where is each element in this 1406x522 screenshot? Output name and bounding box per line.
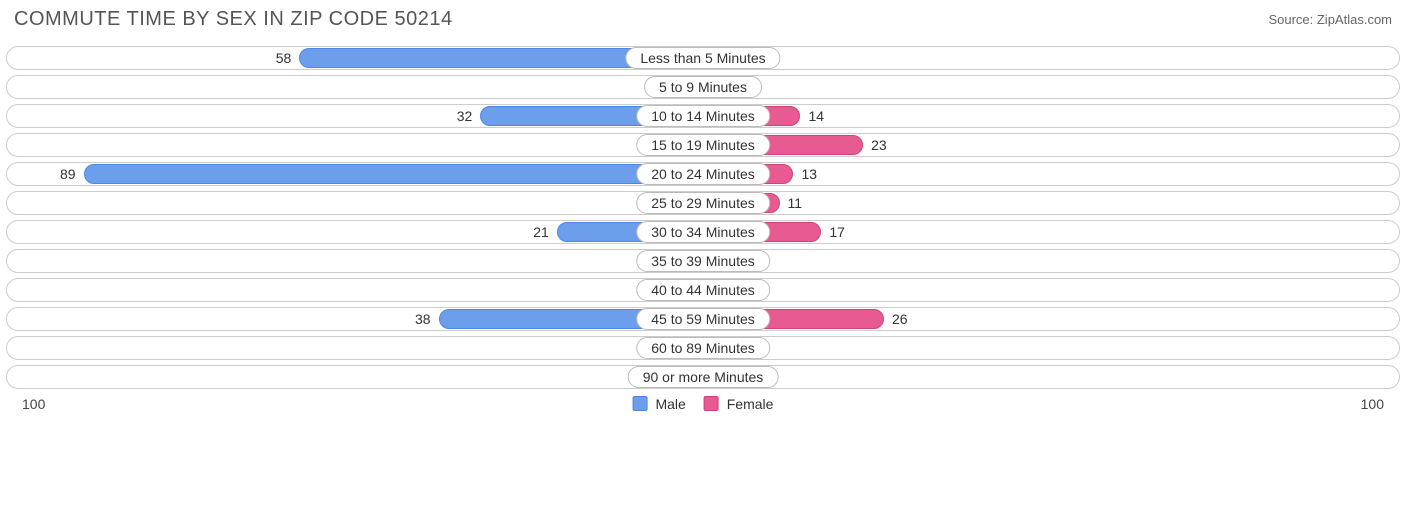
bar-row: 580Less than 5 Minutes — [6, 46, 1400, 70]
value-male: 89 — [24, 163, 84, 185]
legend-swatch-male — [633, 396, 648, 411]
category-label: Less than 5 Minutes — [625, 47, 780, 69]
category-label: 15 to 19 Minutes — [636, 134, 770, 156]
chart-footer: 100 Male Female 100 — [0, 394, 1406, 420]
bar-row: 0060 to 89 Minutes — [6, 336, 1400, 360]
legend-item-female: Female — [704, 396, 774, 412]
bar-male — [84, 164, 703, 184]
bar-row: 89 13 20 to 24 Minutes — [6, 162, 1400, 186]
value-female: 14 — [800, 105, 860, 127]
axis-max-left: 100 — [22, 396, 45, 412]
category-label: 45 to 59 Minutes — [636, 308, 770, 330]
legend-swatch-female — [704, 396, 719, 411]
value-male: 32 — [420, 105, 480, 127]
category-label: 20 to 24 Minutes — [636, 163, 770, 185]
category-label: 5 to 9 Minutes — [644, 76, 762, 98]
category-label: 35 to 39 Minutes — [636, 250, 770, 272]
bar-row: 21 17 30 to 34 Minutes — [6, 220, 1400, 244]
chart-title: COMMUTE TIME BY SEX IN ZIP CODE 50214 — [14, 8, 453, 31]
bar-row: 005 to 9 Minutes — [6, 75, 1400, 99]
chart-body: 580Less than 5 Minutes 005 to 9 Minutes 32… — [0, 37, 1406, 389]
value-female: 13 — [793, 163, 853, 185]
category-label: 25 to 29 Minutes — [636, 192, 770, 214]
legend-label-male: Male — [655, 396, 685, 412]
category-label: 40 to 44 Minutes — [636, 279, 770, 301]
bar-row: 32 14 10 to 14 Minutes — [6, 104, 1400, 128]
value-female: 17 — [821, 221, 881, 243]
category-label: 90 or more Minutes — [628, 366, 779, 388]
legend-label-female: Female — [727, 396, 774, 412]
bar-row: 0040 to 44 Minutes — [6, 278, 1400, 302]
category-label: 30 to 34 Minutes — [636, 221, 770, 243]
bar-row: 38 26 45 to 59 Minutes — [6, 307, 1400, 331]
source-label: Source: ZipAtlas.com — [1268, 12, 1392, 27]
legend: Male Female — [633, 396, 774, 412]
value-female: 26 — [884, 308, 944, 330]
value-male: 58 — [239, 47, 299, 69]
axis-max-right: 100 — [1361, 396, 1384, 412]
category-label: 10 to 14 Minutes — [636, 105, 770, 127]
bar-row: 0435 to 39 Minutes — [6, 249, 1400, 273]
category-label: 60 to 89 Minutes — [636, 337, 770, 359]
value-male: 38 — [379, 308, 439, 330]
chart-container: COMMUTE TIME BY SEX IN ZIP CODE 50214 So… — [0, 0, 1406, 522]
value-male: 21 — [497, 221, 557, 243]
legend-item-male: Male — [633, 396, 686, 412]
value-female: 23 — [863, 134, 923, 156]
header: COMMUTE TIME BY SEX IN ZIP CODE 50214 So… — [0, 0, 1406, 37]
bar-row: 01125 to 29 Minutes — [6, 191, 1400, 215]
bar-row: 02315 to 19 Minutes — [6, 133, 1400, 157]
value-female: 11 — [780, 192, 840, 214]
bar-row: 0090 or more Minutes — [6, 365, 1400, 389]
